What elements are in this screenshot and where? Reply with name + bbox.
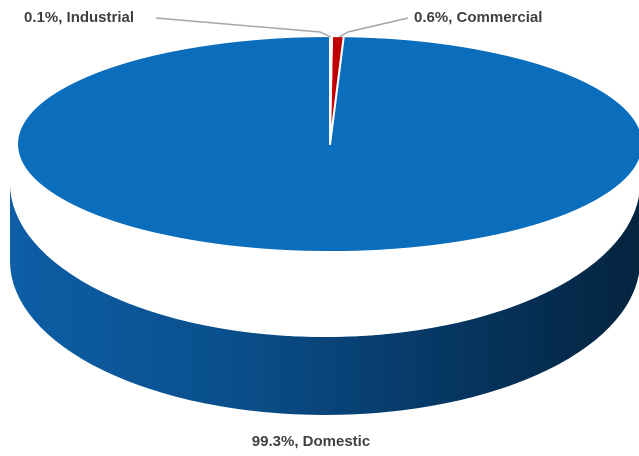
pie-side-wall (10, 183, 639, 415)
data-label-industrial: 0.1%, Industrial (24, 9, 134, 26)
pie-slices (16, 34, 639, 253)
data-label-domestic: 99.3%, Domestic (252, 433, 370, 450)
data-label-commercial: 0.6%, Commercial (414, 9, 542, 26)
leader-line-commercial (338, 17, 409, 38)
leader-line-industrial (155, 17, 332, 38)
pie-slice-domestic (16, 35, 639, 253)
